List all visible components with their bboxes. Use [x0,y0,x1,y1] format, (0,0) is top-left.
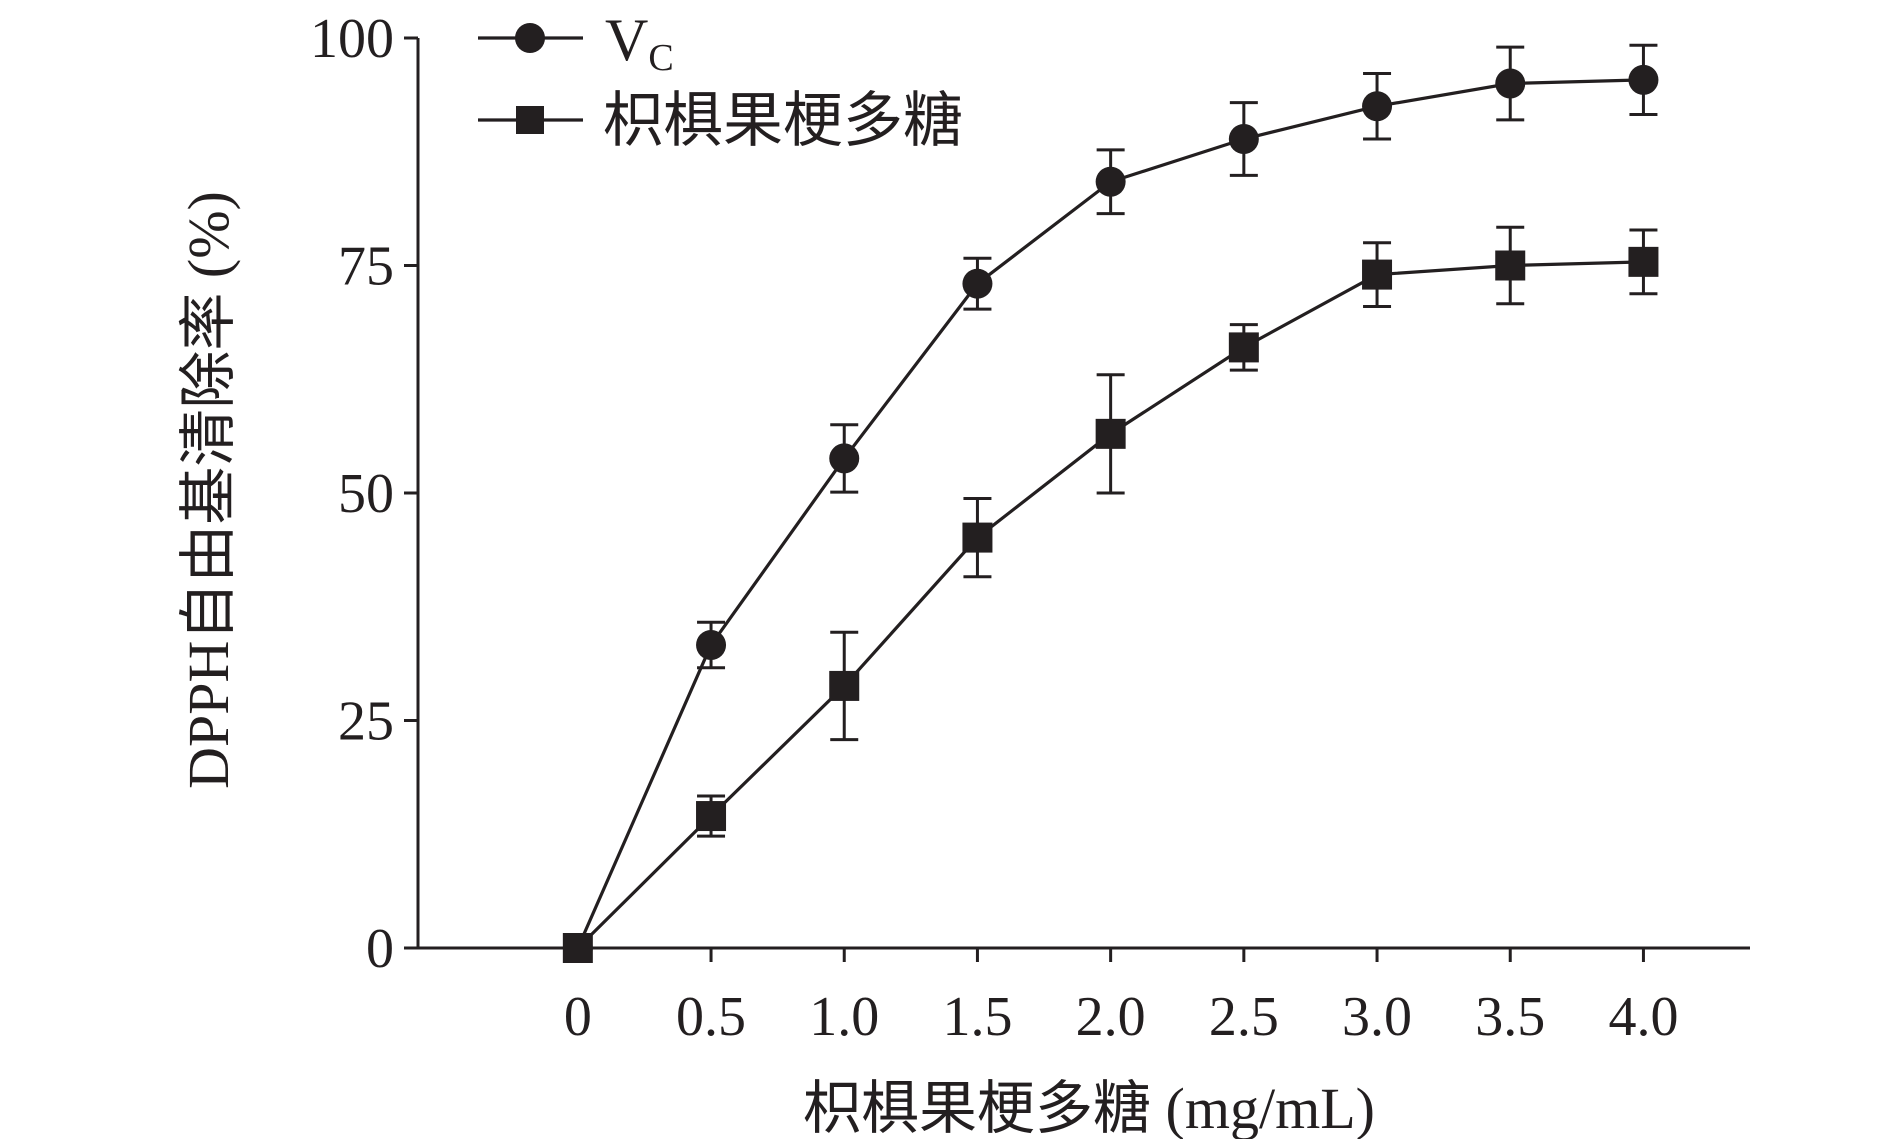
axes [404,36,1750,962]
x-tick-label: 4.0 [1608,986,1678,1048]
x-tick-label: 0 [564,986,592,1048]
legend-marker-vc [515,23,545,53]
x-tick-label: 0.5 [676,986,746,1048]
y-tick-label: 0 [366,918,394,980]
series-0 [562,43,1659,963]
x-tick-label: 2.0 [1076,986,1146,1048]
data-point [1228,332,1259,363]
legend-label-polysaccharide: 枳椇果梗多糖 [603,88,963,154]
legend-label-vc-subscript: C [648,37,673,79]
data-point [1495,68,1526,99]
data-point [1228,124,1259,155]
legend: VC 枳椇果梗多糖 [478,7,963,154]
y-tick-label: 50 [338,463,394,525]
data-point [562,933,593,963]
data-point [1362,91,1393,122]
series-1 [562,225,1659,963]
data-point [1628,64,1659,95]
data-point [1095,166,1126,197]
data-point [1628,246,1659,277]
data-point [696,801,727,832]
plot-area [404,36,1750,963]
data-point [829,443,860,474]
x-tick-label: 3.5 [1475,986,1545,1048]
x-tick-labels: 0 0.5 1.0 1.5 2.0 2.5 3.0 3.5 4.0 [564,986,1679,1048]
data-point [829,670,860,701]
data-point [1095,418,1126,449]
data-point [962,522,993,553]
legend-marker-polysaccharide [516,106,544,134]
x-axis-title: 枳椇果梗多糖 (mg/mL) [803,1076,1375,1139]
legend-label-vc: VC [605,7,674,79]
legend-label-vc-main: V [605,7,648,73]
y-tick-label: 75 [338,236,394,298]
x-tick-label: 2.5 [1209,986,1279,1048]
data-point [1362,259,1393,290]
data-point [696,629,727,660]
series-layer [562,43,1659,963]
y-tick-label: 100 [310,8,394,70]
data-point [962,268,993,299]
x-tick-label: 3.0 [1342,986,1412,1048]
y-tick-labels: 0 25 50 75 100 [310,8,394,980]
x-tick-label: 1.0 [809,986,879,1048]
data-point [1495,250,1526,281]
y-tick-label: 25 [338,691,394,753]
x-tick-label: 1.5 [942,986,1012,1048]
y-axis-title: DPPH自由基清除率 (%) [176,191,241,789]
